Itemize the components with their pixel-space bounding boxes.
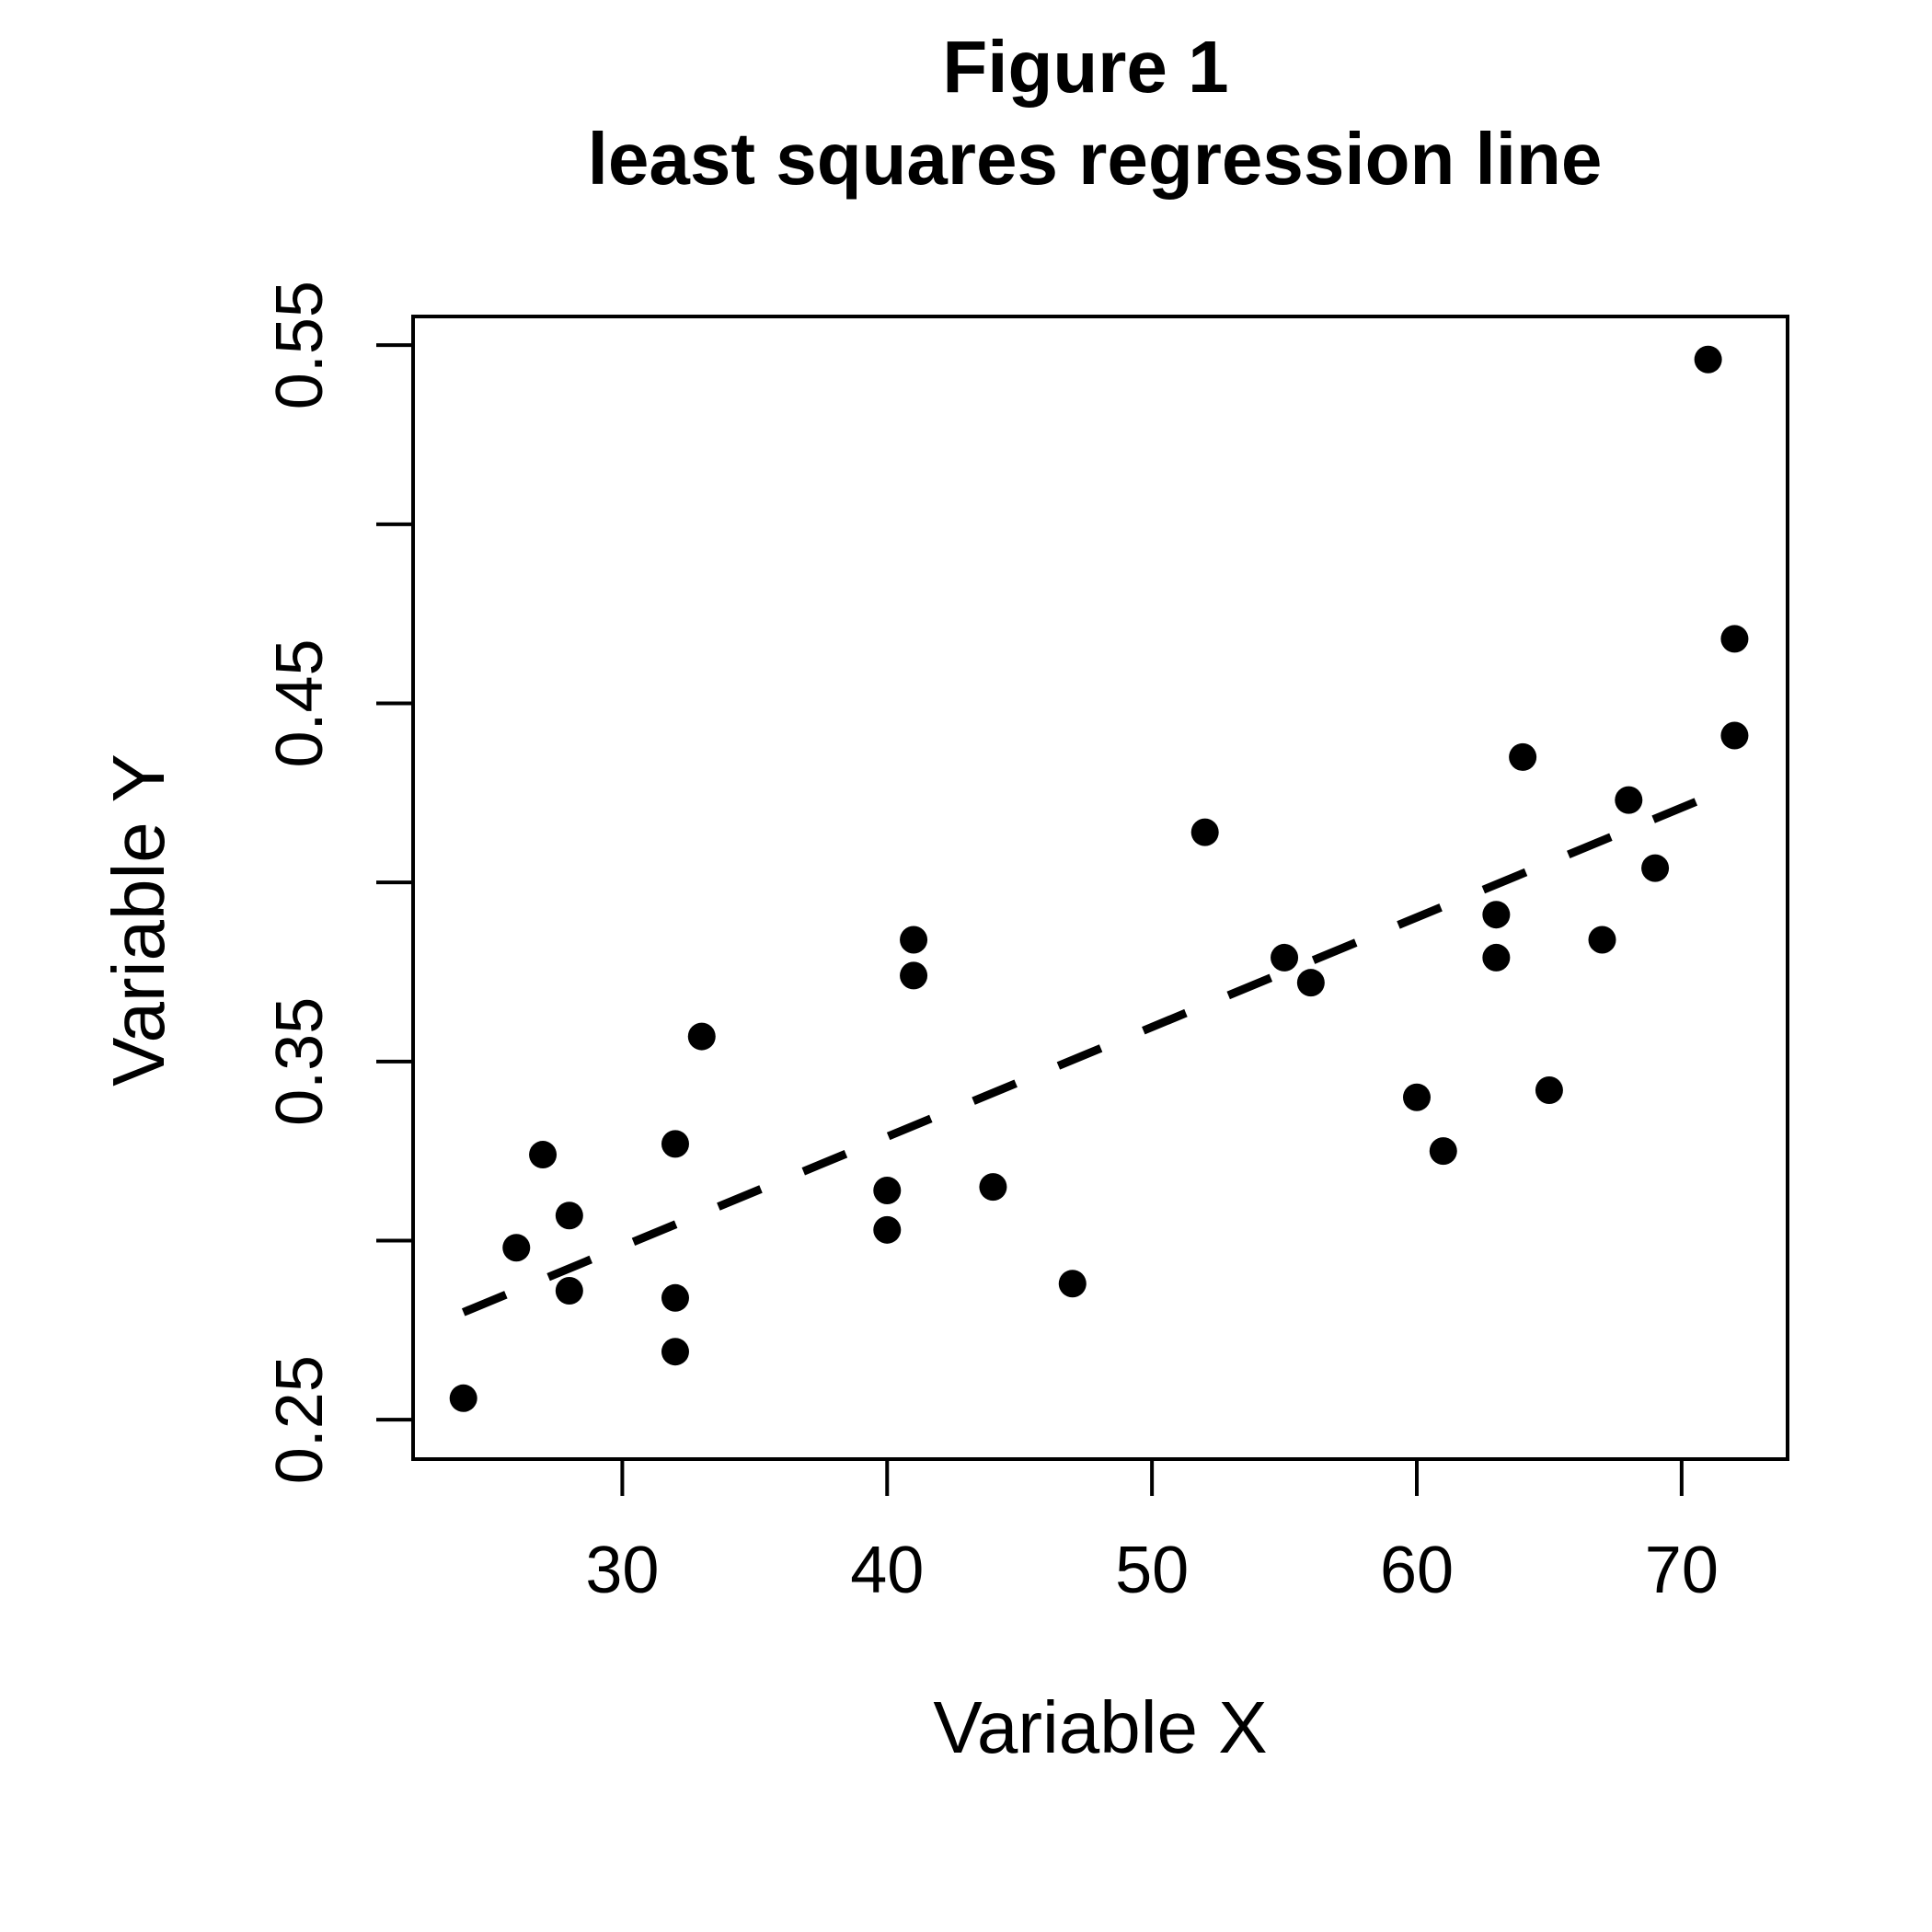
data-point: [1720, 721, 1749, 750]
x-axis: 30 40 50 60 70: [585, 1457, 1719, 1607]
data-points: [449, 345, 1749, 1412]
data-point: [1641, 854, 1670, 882]
data-point: [661, 1130, 689, 1158]
data-point: [1720, 625, 1749, 653]
data-point: [1271, 943, 1299, 972]
data-point: [1429, 1137, 1457, 1166]
data-point: [1482, 901, 1511, 929]
data-point: [1058, 1270, 1087, 1298]
data-point: [529, 1141, 558, 1169]
x-tick-label: 60: [1380, 1534, 1454, 1607]
y-axis: 0.25 0.35 0.45 0.55: [263, 281, 415, 1484]
data-point: [900, 961, 928, 990]
y-tick-label: 0.35: [263, 997, 337, 1126]
data-point: [1615, 786, 1643, 814]
data-point: [900, 926, 928, 954]
data-point: [449, 1384, 477, 1412]
data-point: [555, 1202, 583, 1230]
x-tick-label: 30: [585, 1534, 659, 1607]
data-point: [1694, 345, 1722, 374]
data-point: [555, 1277, 583, 1305]
y-tick-label: 0.45: [263, 638, 337, 767]
y-axis-label: Variable Y: [98, 753, 179, 1087]
data-point: [979, 1173, 1007, 1202]
x-axis-label: Variable X: [933, 1686, 1267, 1768]
x-tick-label: 70: [1645, 1534, 1719, 1607]
chart-subtitle: least squares regression line: [588, 118, 1603, 200]
data-point: [873, 1176, 902, 1204]
x-tick-label: 40: [850, 1534, 924, 1607]
data-point: [687, 1022, 716, 1051]
data-point: [1588, 926, 1616, 954]
data-point: [502, 1234, 531, 1262]
data-point: [1402, 1083, 1431, 1111]
plot-area-frame: [411, 315, 1789, 1461]
chart-title: Figure 1: [942, 26, 1228, 108]
y-tick-label: 0.25: [263, 1355, 337, 1484]
regression-line: [461, 781, 1737, 1317]
data-point: [1535, 1075, 1563, 1104]
x-tick-label: 50: [1115, 1534, 1189, 1607]
data-point: [1296, 969, 1325, 997]
data-point: [661, 1338, 689, 1366]
data-point: [661, 1283, 689, 1312]
data-point: [1482, 943, 1511, 972]
data-point: [1509, 742, 1537, 771]
y-tick-label: 0.55: [263, 281, 337, 409]
data-point: [873, 1215, 902, 1244]
data-point: [1190, 818, 1219, 846]
